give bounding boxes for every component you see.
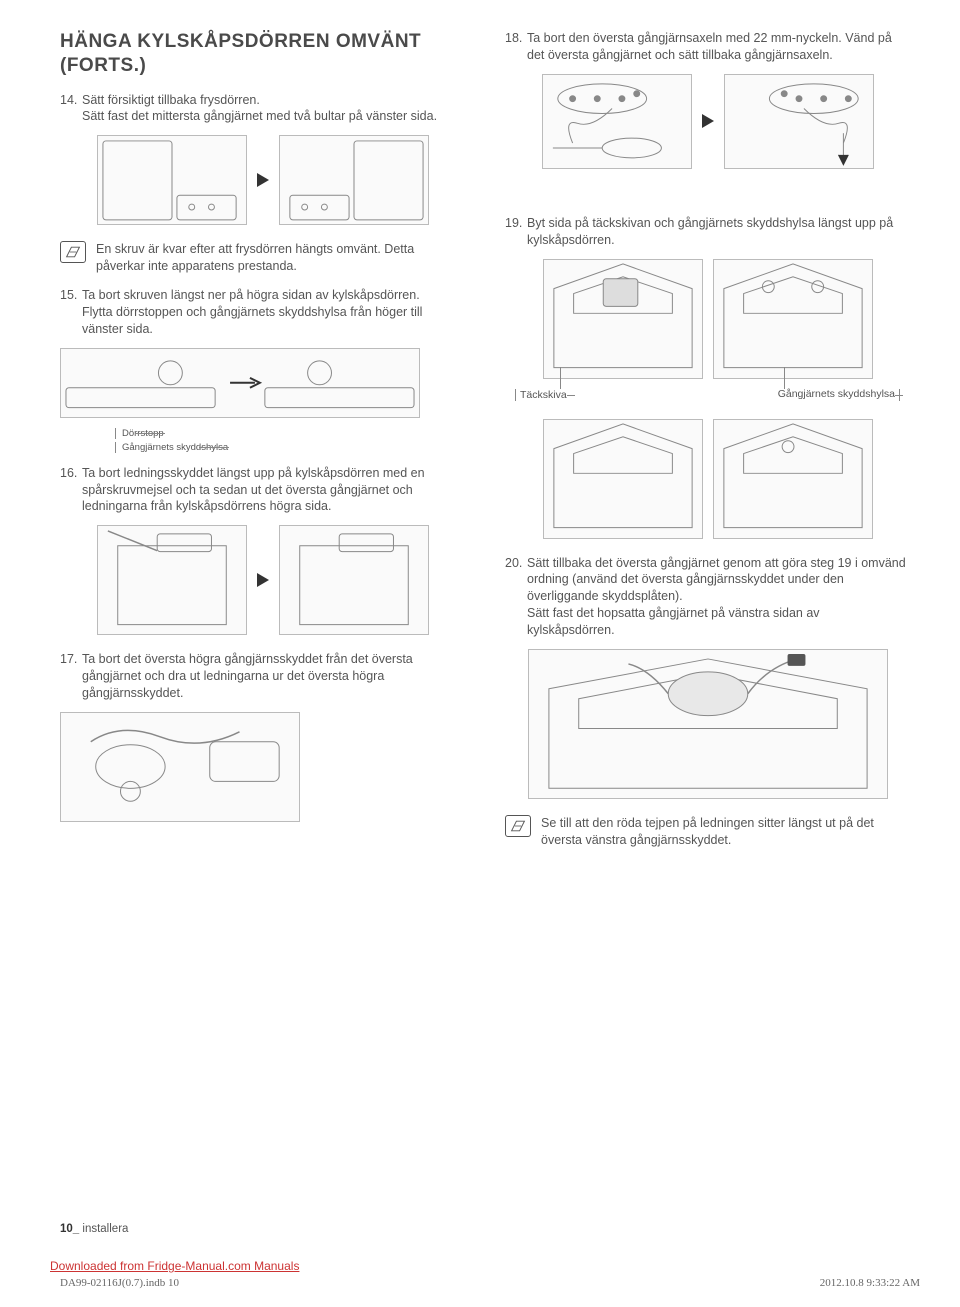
- figure-panel: [97, 135, 247, 225]
- step-17: 17. Ta bort det översta högra gångjärnss…: [60, 651, 465, 702]
- step-number: 16.: [60, 465, 82, 516]
- page-section-label: installera: [82, 1223, 128, 1235]
- page-number: 10_ installera: [60, 1223, 128, 1235]
- step-text: Sätt försiktigt tillbaka frysdörren. Sät…: [82, 92, 465, 126]
- figure-panel: [97, 525, 247, 635]
- figure-step14: [60, 135, 465, 225]
- download-link[interactable]: Downloaded from Fridge-Manual.com Manual…: [50, 1259, 299, 1273]
- arrow-icon: [257, 173, 269, 187]
- arrow-icon: [702, 114, 714, 128]
- right-column: 18. Ta bort den översta gångjärnsaxeln m…: [505, 30, 910, 861]
- figure-step18: [505, 74, 910, 169]
- figure-panel: [713, 259, 873, 379]
- step-text: Byt sida på täckskivan och gångjärnets s…: [527, 215, 910, 249]
- note-icon: [60, 241, 86, 263]
- figure-panel: [543, 419, 703, 539]
- figure-panel: [60, 348, 420, 418]
- figure-panel: [542, 74, 692, 169]
- step-14: 14. Sätt försiktigt tillbaka frysdörren.…: [60, 92, 465, 126]
- callout-label: Täckskiva: [515, 389, 571, 401]
- footer-meta: DA99-02116J(0.7).indb 10 2012.10.8 9:33:…: [60, 1277, 920, 1289]
- figure-callouts: Dörrstopp Gångjärnets skyddshylsa: [115, 428, 465, 453]
- step-20: 20. Sätt tillbaka det översta gångjärnet…: [505, 555, 910, 639]
- step-16: 16. Ta bort ledningsskyddet längst upp p…: [60, 465, 465, 516]
- figure-callouts: Täckskiva Gångjärnets skyddshylsa: [505, 389, 910, 401]
- step-18: 18. Ta bort den översta gångjärnsaxeln m…: [505, 30, 910, 64]
- step-text: Sätt tillbaka det översta gångjärnet gen…: [527, 555, 910, 639]
- footer-meta-timestamp: 2012.10.8 9:33:22 AM: [820, 1277, 920, 1289]
- figure-panel: [279, 135, 429, 225]
- note-2: Se till att den röda tejpen på ledningen…: [505, 815, 910, 849]
- figure-panel: [543, 259, 703, 379]
- figure-panel: [60, 712, 300, 822]
- page-columns: HÄNGA KYLSKÅPSDÖRREN OMVÄNT (FORTS.) 14.…: [60, 30, 910, 861]
- callout-label: Gångjärnets skyddshylsa: [115, 442, 228, 453]
- figure-step16: [60, 525, 465, 635]
- step-number: 15.: [60, 287, 82, 338]
- callout-label: Dörrstopp: [115, 428, 164, 439]
- figure-panel: [713, 419, 873, 539]
- figure-step15: [60, 348, 465, 418]
- figure-panel: [279, 525, 429, 635]
- step-number: 20.: [505, 555, 527, 639]
- step-text: Ta bort den översta gångjärnsaxeln med 2…: [527, 30, 910, 64]
- figure-step19: [505, 259, 910, 379]
- page-title: HÄNGA KYLSKÅPSDÖRREN OMVÄNT (FORTS.): [60, 30, 465, 78]
- figure-step17: [60, 712, 465, 822]
- arrow-icon: [257, 573, 269, 587]
- note-icon: [505, 815, 531, 837]
- step-text: Ta bort skruven längst ner på högra sida…: [82, 287, 465, 338]
- step-number: 18.: [505, 30, 527, 64]
- step-19: 19. Byt sida på täckskivan och gångjärne…: [505, 215, 910, 249]
- step-number: 17.: [60, 651, 82, 702]
- step-15: 15. Ta bort skruven längst ner på högra …: [60, 287, 465, 338]
- step-number: 19.: [505, 215, 527, 249]
- figure-step19b: [505, 419, 910, 539]
- step-text: Ta bort det översta högra gångjärnsskydd…: [82, 651, 465, 702]
- step-number: 14.: [60, 92, 82, 126]
- note-text: Se till att den röda tejpen på ledningen…: [541, 815, 910, 849]
- note-1: En skruv är kvar efter att frysdörren hä…: [60, 241, 465, 275]
- page-num-value: 10_: [60, 1223, 79, 1235]
- figure-panel: [724, 74, 874, 169]
- callout-label: Gångjärnets skyddshylsa: [774, 389, 900, 401]
- footer-meta-file: DA99-02116J(0.7).indb 10: [60, 1277, 179, 1289]
- figure-step20: [505, 649, 910, 799]
- figure-panel: [528, 649, 888, 799]
- left-column: HÄNGA KYLSKÅPSDÖRREN OMVÄNT (FORTS.) 14.…: [60, 30, 465, 861]
- note-text: En skruv är kvar efter att frysdörren hä…: [96, 241, 465, 275]
- step-text: Ta bort ledningsskyddet längst upp på ky…: [82, 465, 465, 516]
